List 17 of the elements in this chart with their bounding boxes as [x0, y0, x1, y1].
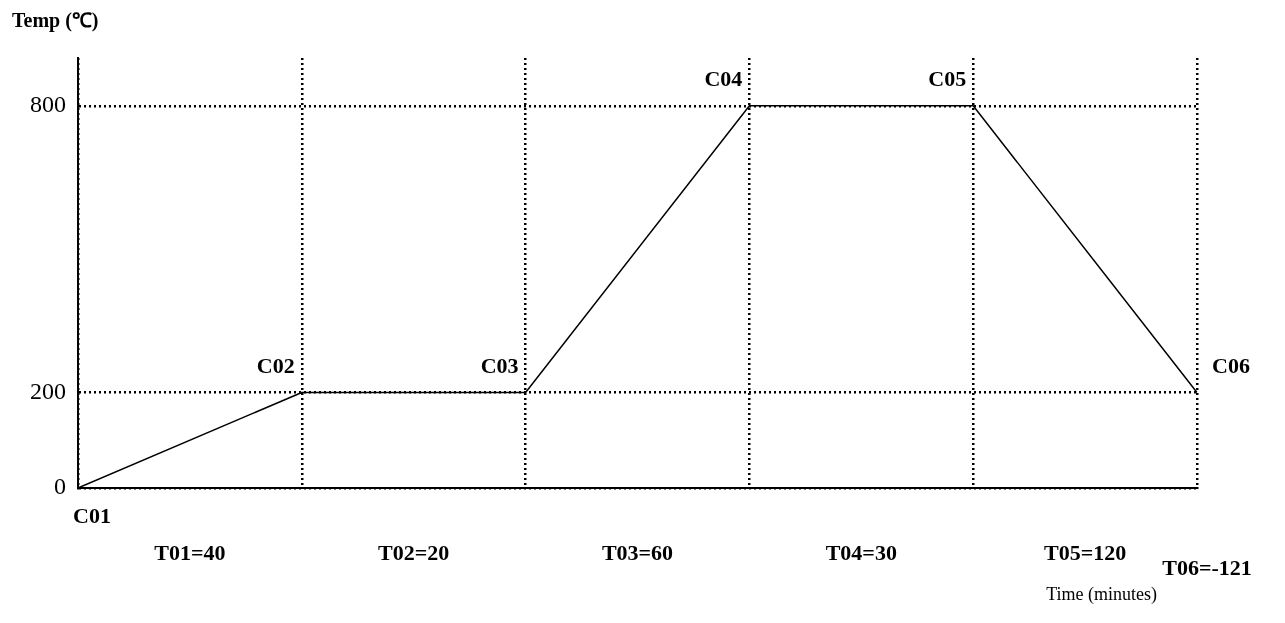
- annotation: C03: [480, 353, 519, 379]
- annotation: C05: [928, 66, 967, 92]
- annotation: C04: [704, 66, 743, 92]
- text: T04=30: [825, 539, 897, 565]
- annotation: C02: [256, 353, 295, 379]
- text: T01=40: [154, 539, 226, 565]
- x-axis-title: Time (minutes): [1046, 583, 1157, 605]
- y-tick-label: 0: [54, 473, 66, 500]
- text: T03=60: [601, 539, 674, 565]
- text: T02=20: [378, 539, 450, 565]
- text: C06: [1212, 353, 1250, 379]
- text: C01: [73, 502, 111, 528]
- text: T05=120: [1043, 539, 1127, 565]
- y-axis-title: Temp (℃): [12, 9, 99, 33]
- y-tick-label: 200: [30, 377, 66, 404]
- y-tick-label: 800: [30, 91, 66, 118]
- text: T06=-121: [1162, 554, 1252, 580]
